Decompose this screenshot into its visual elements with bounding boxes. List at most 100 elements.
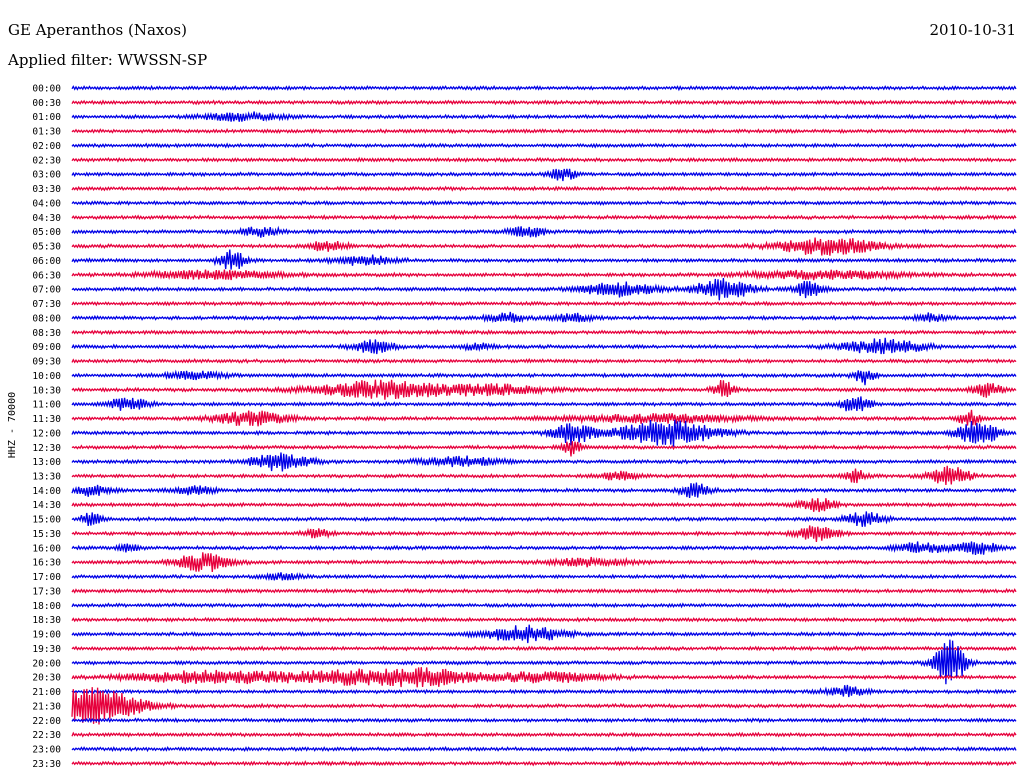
trace-row-1100 xyxy=(71,396,1017,412)
trace-row-0230 xyxy=(71,156,1017,164)
trace-row-0730 xyxy=(71,300,1017,307)
trace-row-0600 xyxy=(71,249,1017,270)
time-label-0100: 01:00 xyxy=(32,112,61,123)
time-label-0500: 05:00 xyxy=(32,227,61,238)
trace-row-2030 xyxy=(71,667,1017,688)
filter-label: Applied filter: WWSSN-SP xyxy=(8,51,208,69)
time-label-1100: 11:00 xyxy=(32,400,61,411)
trace-row-1530 xyxy=(71,525,1017,542)
time-label-1730: 17:30 xyxy=(32,586,61,597)
trace-row-0300 xyxy=(71,168,1017,182)
time-label-2100: 21:00 xyxy=(32,687,61,698)
trace-row-1900 xyxy=(71,624,1017,644)
trace-row-1630 xyxy=(71,552,1017,572)
trace-row-0330 xyxy=(71,185,1017,192)
time-label-2000: 20:00 xyxy=(32,658,61,669)
trace-row-1500 xyxy=(71,511,1017,527)
time-label-1630: 16:30 xyxy=(32,558,61,569)
time-label-0930: 09:30 xyxy=(32,357,61,368)
trace-row-1430 xyxy=(71,498,1017,513)
trace-row-1230 xyxy=(71,441,1017,457)
time-label-1500: 15:00 xyxy=(32,515,61,526)
time-label-1800: 18:00 xyxy=(32,601,61,612)
trace-row-0800 xyxy=(71,311,1017,324)
trace-row-0400 xyxy=(71,199,1017,207)
trace-row-1130 xyxy=(71,409,1017,427)
channel-label: HHZ - 70000 xyxy=(7,392,18,458)
time-label-1600: 16:00 xyxy=(32,543,61,554)
time-label-0800: 08:00 xyxy=(32,313,61,324)
time-label-0700: 07:00 xyxy=(32,285,61,296)
time-label-1900: 19:00 xyxy=(32,630,61,641)
trace-row-1730 xyxy=(71,587,1017,595)
time-label-0300: 03:00 xyxy=(32,170,61,181)
seismic-traces xyxy=(71,84,1017,767)
trace-row-2000 xyxy=(71,639,1017,685)
time-label-1530: 15:30 xyxy=(32,529,61,540)
time-label-1300: 13:00 xyxy=(32,457,61,468)
trace-row-1300 xyxy=(71,452,1017,472)
time-label-1200: 12:00 xyxy=(32,428,61,439)
time-label-2030: 20:30 xyxy=(32,673,61,684)
trace-row-1930 xyxy=(71,645,1017,652)
time-label-0900: 09:00 xyxy=(32,342,61,353)
trace-row-1800 xyxy=(71,602,1017,609)
time-label-2330: 23:30 xyxy=(32,759,61,770)
time-tick-labels: 00:00 00:30 01:00 01:30 02:00 02:30 03:00 03:30… xyxy=(32,84,61,770)
time-label-1700: 17:00 xyxy=(32,572,61,583)
trace-row-1830 xyxy=(71,616,1017,623)
trace-row-1000 xyxy=(71,369,1017,386)
time-label-2230: 22:30 xyxy=(32,730,61,741)
trace-row-2300 xyxy=(71,745,1017,753)
time-label-0600: 06:00 xyxy=(32,256,61,267)
time-label-2300: 23:00 xyxy=(32,745,61,756)
trace-row-0130 xyxy=(71,128,1017,135)
trace-row-2200 xyxy=(71,717,1017,724)
time-label-0200: 02:00 xyxy=(32,141,61,152)
record-date: 2010-10-31 xyxy=(929,21,1016,39)
time-label-0630: 06:30 xyxy=(32,270,61,281)
time-label-1830: 18:30 xyxy=(32,615,61,626)
trace-row-0000 xyxy=(71,84,1017,92)
trace-row-0930 xyxy=(71,357,1017,364)
station-title: GE Aperanthos (Naxos) xyxy=(8,21,187,39)
trace-row-2230 xyxy=(71,731,1017,738)
trace-row-1200 xyxy=(71,419,1017,447)
trace-row-0430 xyxy=(71,214,1017,221)
time-label-0330: 03:30 xyxy=(32,184,61,195)
trace-row-1600 xyxy=(71,541,1017,555)
trace-row-1400 xyxy=(71,482,1017,498)
time-label-0730: 07:30 xyxy=(32,299,61,310)
trace-row-0830 xyxy=(71,329,1017,336)
time-label-0400: 04:00 xyxy=(32,198,61,209)
time-label-1030: 10:30 xyxy=(32,385,61,396)
time-label-1400: 14:00 xyxy=(32,486,61,497)
trace-row-2130 xyxy=(71,687,1017,725)
time-label-0030: 00:30 xyxy=(32,98,61,109)
trace-row-1030 xyxy=(71,379,1017,400)
time-label-0430: 04:30 xyxy=(32,213,61,224)
time-label-0230: 02:30 xyxy=(32,155,61,166)
trace-row-2330 xyxy=(71,760,1017,767)
time-label-0130: 01:30 xyxy=(32,127,61,138)
trace-row-2100 xyxy=(71,684,1017,698)
time-label-1000: 10:00 xyxy=(32,371,61,382)
time-label-1330: 13:30 xyxy=(32,471,61,482)
trace-row-0530 xyxy=(71,237,1017,256)
time-label-1430: 14:30 xyxy=(32,500,61,511)
time-label-1930: 19:30 xyxy=(32,644,61,655)
trace-row-0900 xyxy=(71,337,1017,355)
trace-row-0700 xyxy=(71,277,1017,301)
trace-row-0100 xyxy=(71,111,1017,123)
time-label-2130: 21:30 xyxy=(32,701,61,712)
trace-row-0630 xyxy=(71,268,1017,281)
time-label-2200: 22:00 xyxy=(32,716,61,727)
trace-row-0200 xyxy=(71,142,1017,149)
trace-row-0030 xyxy=(71,99,1017,106)
trace-row-1700 xyxy=(71,572,1017,582)
trace-row-1330 xyxy=(71,465,1017,486)
time-label-1230: 12:30 xyxy=(32,443,61,454)
trace-row-0500 xyxy=(71,225,1017,238)
time-label-0000: 00:00 xyxy=(32,84,61,95)
